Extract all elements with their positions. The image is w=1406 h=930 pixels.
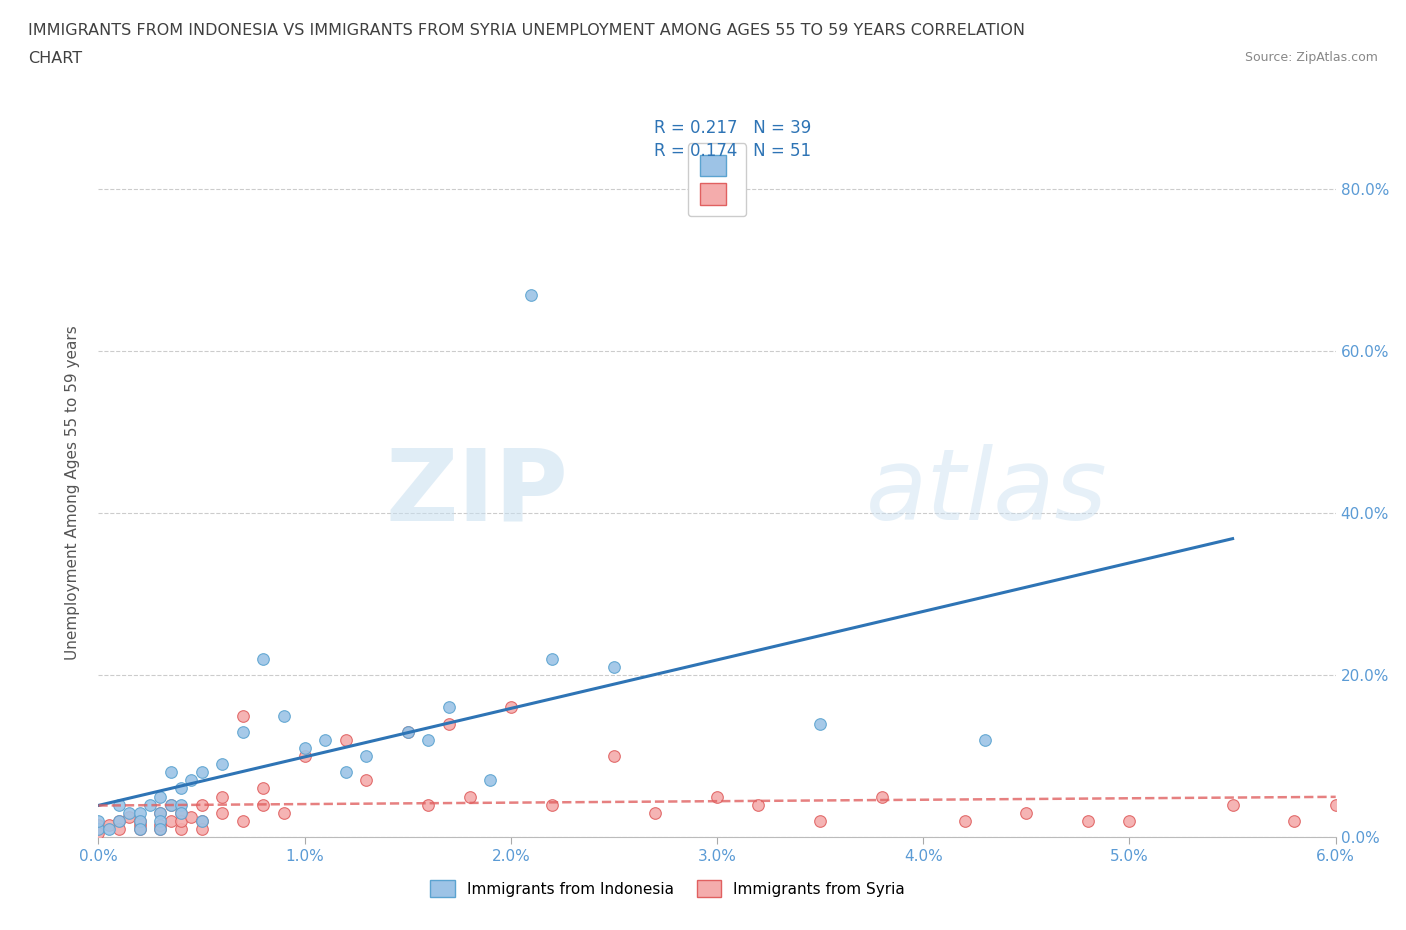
Point — [252, 797, 274, 812]
Point — [252, 781, 274, 796]
Point — [97, 817, 120, 832]
Point — [87, 817, 110, 832]
Point — [149, 805, 172, 820]
Point — [108, 821, 131, 836]
Point — [541, 797, 564, 812]
Point — [128, 814, 150, 829]
Legend: Immigrants from Indonesia, Immigrants from Syria: Immigrants from Indonesia, Immigrants fr… — [422, 872, 912, 905]
Point — [644, 805, 666, 820]
Point — [118, 809, 141, 824]
Point — [87, 814, 110, 829]
Point — [294, 740, 316, 755]
Point — [190, 814, 212, 829]
Text: IMMIGRANTS FROM INDONESIA VS IMMIGRANTS FROM SYRIA UNEMPLOYMENT AMONG AGES 55 TO: IMMIGRANTS FROM INDONESIA VS IMMIGRANTS … — [28, 23, 1025, 38]
Point — [396, 724, 419, 739]
Point — [1118, 814, 1140, 829]
Point — [870, 789, 893, 804]
Point — [232, 708, 254, 723]
Point — [479, 773, 502, 788]
Point — [273, 708, 295, 723]
Point — [190, 821, 212, 836]
Point — [1324, 797, 1347, 812]
Point — [170, 781, 193, 796]
Point — [541, 651, 564, 666]
Text: R = 0.174   N = 51: R = 0.174 N = 51 — [654, 141, 811, 160]
Point — [499, 700, 522, 715]
Y-axis label: Unemployment Among Ages 55 to 59 years: Unemployment Among Ages 55 to 59 years — [65, 326, 80, 660]
Point — [149, 789, 172, 804]
Point — [128, 805, 150, 820]
Point — [211, 757, 233, 772]
Point — [128, 814, 150, 829]
Point — [170, 814, 193, 829]
Point — [396, 724, 419, 739]
Point — [118, 805, 141, 820]
Point — [232, 724, 254, 739]
Point — [190, 764, 212, 779]
Point — [232, 814, 254, 829]
Point — [149, 814, 172, 829]
Point — [159, 797, 181, 812]
Point — [87, 821, 110, 836]
Point — [211, 805, 233, 820]
Point — [974, 733, 997, 748]
Point — [418, 797, 440, 812]
Point — [437, 700, 460, 715]
Point — [87, 826, 110, 841]
Point — [128, 821, 150, 836]
Point — [149, 821, 172, 836]
Point — [149, 821, 172, 836]
Point — [706, 789, 728, 804]
Point — [139, 797, 162, 812]
Point — [418, 733, 440, 748]
Point — [747, 797, 769, 812]
Text: CHART: CHART — [28, 51, 82, 66]
Text: Source: ZipAtlas.com: Source: ZipAtlas.com — [1244, 51, 1378, 64]
Point — [190, 797, 212, 812]
Point — [808, 814, 831, 829]
Point — [335, 764, 357, 779]
Point — [170, 805, 193, 820]
Point — [808, 716, 831, 731]
Point — [170, 821, 193, 836]
Point — [180, 773, 202, 788]
Point — [159, 764, 181, 779]
Point — [603, 659, 626, 674]
Point — [1222, 797, 1244, 812]
Point — [97, 821, 120, 836]
Point — [159, 814, 181, 829]
Point — [1077, 814, 1099, 829]
Point — [128, 821, 150, 836]
Point — [87, 821, 110, 836]
Point — [1015, 805, 1038, 820]
Point — [294, 749, 316, 764]
Point — [273, 805, 295, 820]
Point — [170, 805, 193, 820]
Point — [108, 814, 131, 829]
Point — [437, 716, 460, 731]
Point — [314, 733, 336, 748]
Point — [170, 797, 193, 812]
Text: R = 0.217   N = 39: R = 0.217 N = 39 — [654, 119, 811, 138]
Point — [1284, 814, 1306, 829]
Point — [211, 789, 233, 804]
Point — [149, 805, 172, 820]
Point — [335, 733, 357, 748]
Point — [953, 814, 976, 829]
Point — [190, 814, 212, 829]
Point — [159, 797, 181, 812]
Point — [149, 817, 172, 832]
Text: ZIP: ZIP — [385, 445, 568, 541]
Point — [458, 789, 481, 804]
Point — [108, 797, 131, 812]
Point — [356, 773, 378, 788]
Text: atlas: atlas — [866, 445, 1107, 541]
Point — [180, 809, 202, 824]
Point — [252, 651, 274, 666]
Point — [520, 287, 543, 302]
Point — [108, 814, 131, 829]
Point — [603, 749, 626, 764]
Point — [128, 817, 150, 832]
Point — [356, 749, 378, 764]
